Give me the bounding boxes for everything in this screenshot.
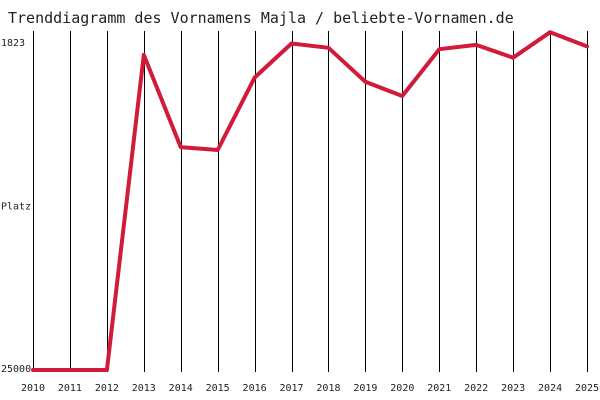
x-tick-label: 2018 — [316, 383, 340, 394]
data-point-2021 — [437, 47, 441, 51]
data-point-2015 — [216, 148, 220, 152]
x-tick-label: 2019 — [353, 383, 377, 394]
data-point-2010 — [31, 368, 35, 372]
x-tick-label: 2016 — [243, 383, 267, 394]
data-point-2014 — [179, 145, 183, 149]
x-tick-label: 2024 — [538, 383, 562, 394]
x-tick-label: 2014 — [169, 383, 193, 394]
data-point-2018 — [326, 46, 330, 50]
data-point-2023 — [511, 56, 515, 60]
grid-layer — [33, 31, 588, 372]
data-point-2019 — [363, 80, 367, 84]
x-tick-label: 2020 — [390, 383, 414, 394]
data-point-2016 — [253, 76, 257, 80]
data-point-2011 — [68, 368, 72, 372]
y-axis-label: Platz — [1, 202, 31, 213]
x-tick-label: 2010 — [21, 383, 45, 394]
series-line-0 — [31, 30, 589, 372]
data-point-2022 — [474, 43, 478, 47]
x-tick-label: 2015 — [206, 383, 230, 394]
x-tick-label: 2013 — [132, 383, 156, 394]
x-tick-label: 2011 — [58, 383, 82, 394]
y-tick-label: 1823 — [1, 38, 25, 49]
data-point-2013 — [142, 53, 146, 57]
y-tick-labels: 1823 Platz 25000 — [1, 38, 31, 375]
chart-title: Trenddiagramm des Vornamens Majla / beli… — [8, 9, 514, 27]
data-point-2024 — [548, 30, 552, 34]
x-tick-label: 2012 — [95, 383, 119, 394]
x-tick-label: 2023 — [501, 383, 525, 394]
x-tick-label: 2025 — [575, 383, 599, 394]
data-point-2020 — [400, 94, 404, 98]
x-tick-label: 2022 — [464, 383, 488, 394]
series-layer — [31, 30, 589, 372]
x-tick-label: 2021 — [427, 383, 451, 394]
y-tick-label: 25000 — [1, 364, 31, 375]
x-tick-labels: 2010 2011 2012 2013 2014 2015 2016 2017 2018 2019… — [21, 383, 599, 394]
data-point-2012 — [105, 368, 109, 372]
data-point-2025 — [585, 44, 589, 48]
x-tick-label: 2017 — [279, 383, 303, 394]
data-point-2017 — [290, 42, 294, 46]
